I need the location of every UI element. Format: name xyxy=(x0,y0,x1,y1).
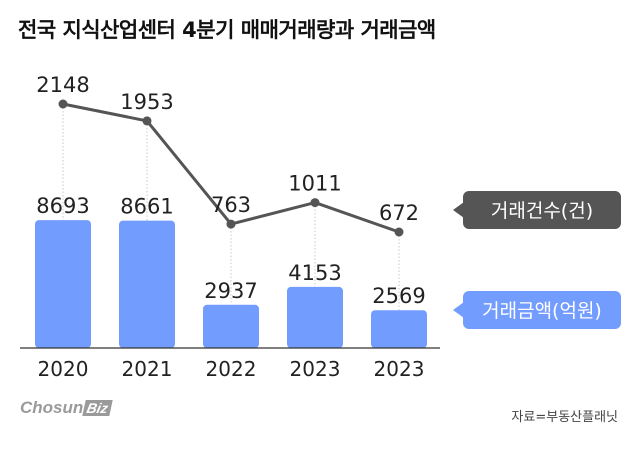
line-point xyxy=(394,227,404,237)
x-tick-label: 2022 xyxy=(206,357,257,381)
logo-badge: Biz xyxy=(82,400,113,416)
source-note: 자료=부동산플래닛 xyxy=(511,410,618,425)
x-tick-label: 2020 xyxy=(38,357,89,381)
line-value-label: 1953 xyxy=(120,90,173,114)
legend-bar-series-box xyxy=(463,291,621,329)
bar-value-label: 4153 xyxy=(288,261,341,285)
x-tick-label: 2023 xyxy=(374,357,425,381)
bar-value-label: 2937 xyxy=(204,279,257,303)
line-value-label: 2148 xyxy=(36,73,89,97)
bar xyxy=(203,304,259,348)
line-value-label: 1011 xyxy=(288,172,341,196)
line-point xyxy=(142,116,152,126)
x-tick-label: 2021 xyxy=(122,357,173,381)
legend-line-series-box xyxy=(463,191,621,229)
bar-series xyxy=(35,220,427,348)
legend-bar-series-pointer xyxy=(453,302,464,318)
leader-lines xyxy=(62,104,400,311)
line-value-label: 672 xyxy=(379,201,419,225)
logo-text: Chosun xyxy=(20,398,84,417)
line-point xyxy=(310,198,320,208)
line-point xyxy=(58,99,68,109)
legend-line-series: 거래건수(건) xyxy=(453,191,621,229)
bar xyxy=(287,286,343,348)
bar-value-label: 2569 xyxy=(372,284,425,308)
legend-line-series-pointer xyxy=(453,202,464,218)
chosunbiz-logo: Chosun Biz xyxy=(20,398,113,418)
x-tick-label: 2023 xyxy=(290,357,341,381)
x-tick-labels: 2020 2021 2022 2023 2023 xyxy=(38,357,425,381)
data-labels: 8693 2148 8661 1953 2937 763 4153 1011 2569 672 xyxy=(36,73,425,308)
legend: 거래건수(건) 거래금액(억원) xyxy=(453,191,621,329)
legend-bar-series: 거래금액(억원) xyxy=(453,291,621,329)
line-value-label: 763 xyxy=(211,193,251,217)
chart-title: 전국 지식산업센터 4분기 매매거래량과 거래금액 xyxy=(18,18,436,42)
bar-value-label: 8661 xyxy=(120,195,173,219)
bar xyxy=(119,220,175,348)
line-series xyxy=(58,99,404,237)
legend-line-series-label: 거래건수(건) xyxy=(491,200,593,222)
line-point xyxy=(226,219,236,229)
bar-value-label: 8693 xyxy=(36,194,89,218)
bar xyxy=(371,310,427,348)
legend-bar-series-label: 거래금액(억원) xyxy=(482,300,602,322)
bar xyxy=(35,220,91,348)
